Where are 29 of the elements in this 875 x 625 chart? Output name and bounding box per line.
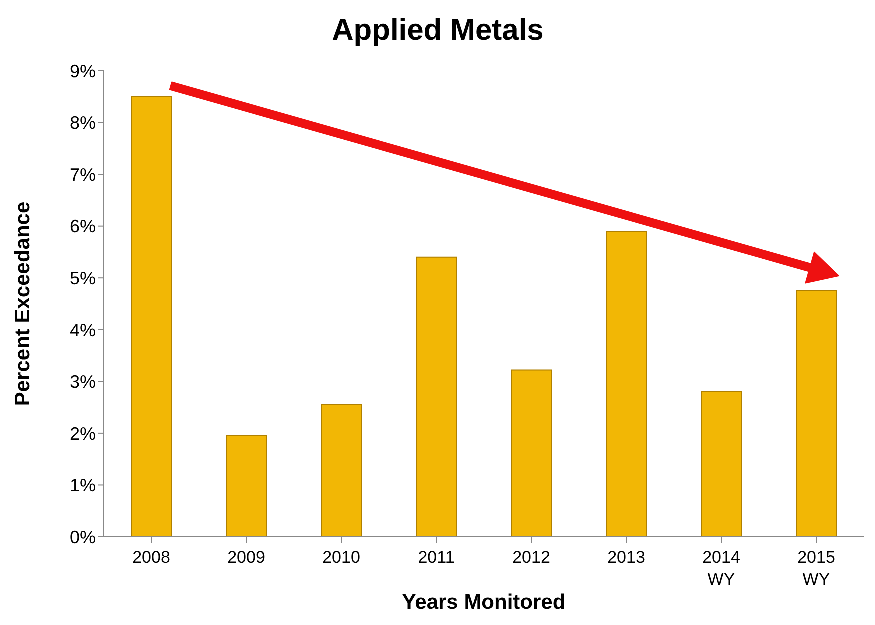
bar — [132, 96, 172, 537]
y-tick-label: 2% — [70, 424, 96, 444]
x-tick-label: 2014 WY — [702, 548, 740, 589]
y-axis-title: Percent Exceedance — [11, 202, 34, 406]
chart-title: Applied Metals — [331, 14, 545, 48]
bar — [606, 231, 648, 537]
bar — [512, 370, 552, 537]
x-tick-label: 2009 — [228, 548, 266, 567]
bar — [416, 256, 458, 537]
y-tick-label: 1% — [70, 476, 96, 496]
y-tick-label: 3% — [70, 372, 96, 392]
x-tick-label: 2015 WY — [798, 548, 836, 589]
y-tick-label: 4% — [70, 320, 96, 340]
x-tick-label: 2008 — [132, 548, 170, 567]
bar — [796, 290, 838, 537]
x-tick-label: 2012 — [512, 548, 550, 567]
x-tick-label: 2011 — [418, 548, 455, 567]
y-tick-label: 5% — [70, 268, 96, 288]
x-tick-label: 2010 — [322, 548, 360, 567]
x-axis-title: Years Monitored — [402, 591, 566, 614]
bar — [322, 404, 362, 537]
y-tick-label: 8% — [70, 113, 96, 134]
x-tick-label: 2013 — [608, 548, 646, 567]
bar — [226, 436, 268, 537]
y-tick-label: 0% — [70, 527, 96, 548]
y-tick-label: 7% — [70, 164, 96, 185]
bar — [702, 392, 742, 537]
y-tick-label: 6% — [70, 216, 96, 237]
y-tick-label: 9% — [70, 61, 96, 82]
